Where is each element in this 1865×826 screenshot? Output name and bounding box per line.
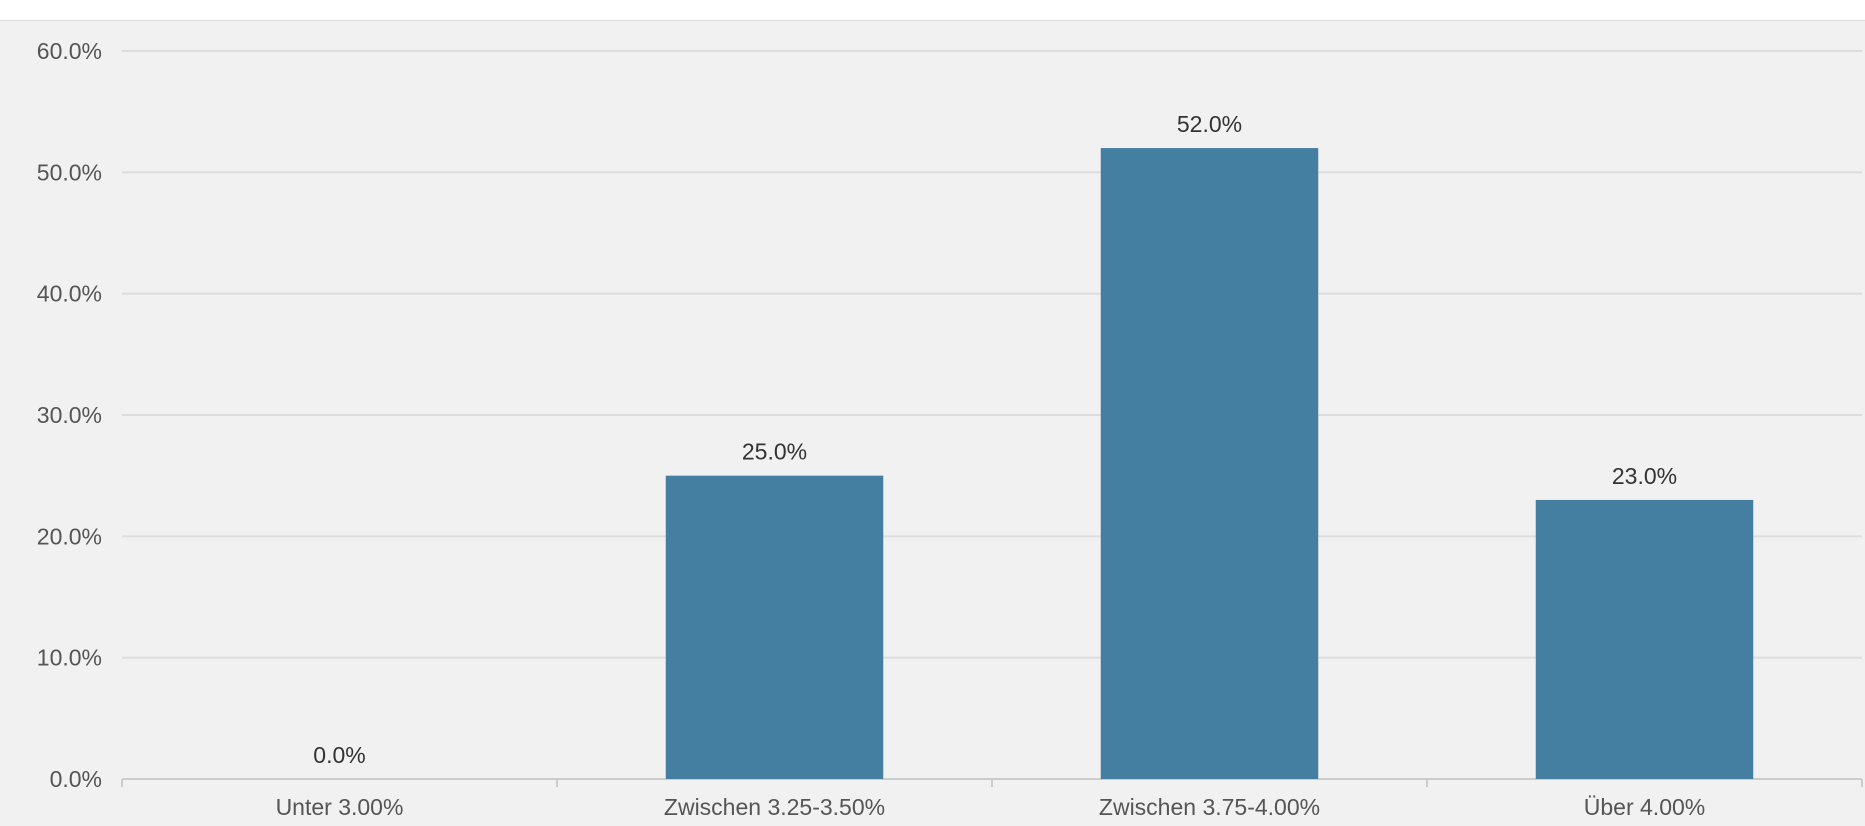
data-label: 0.0% <box>313 742 365 768</box>
y-tick-label: 50.0% <box>37 159 102 185</box>
chart-area: 0.0% 10.0% 20.0% 30.0% 40.0% 50.0% 60.0% 0.0% Un… <box>0 20 1865 826</box>
labels: 0.0% 10.0% 20.0% 30.0% 40.0% 50.0% 60.0% 0.0% Un… <box>37 38 1705 820</box>
data-label: 23.0% <box>1612 463 1677 489</box>
data-label: 25.0% <box>742 439 807 465</box>
y-tick-label: 40.0% <box>37 281 102 307</box>
x-tick-label: Zwischen 3.75-4.00% <box>1099 794 1320 820</box>
bar[interactable] <box>1535 499 1754 779</box>
y-tick-label: 10.0% <box>37 645 102 671</box>
y-tick-label: 0.0% <box>50 766 102 792</box>
x-tick-label: Unter 3.00% <box>276 794 404 820</box>
y-tick-label: 30.0% <box>37 402 102 428</box>
y-tick-label: 60.0% <box>37 38 102 64</box>
bars <box>665 148 1754 780</box>
bar[interactable] <box>1100 148 1319 780</box>
data-label: 52.0% <box>1177 111 1242 137</box>
y-tick-label: 20.0% <box>37 523 102 549</box>
x-tick-label: Zwischen 3.25-3.50% <box>664 794 885 820</box>
axes <box>121 778 1863 787</box>
x-tick-label: Über 4.00% <box>1584 794 1705 820</box>
bar[interactable] <box>665 475 884 779</box>
bar-chart: 0.0% 10.0% 20.0% 30.0% 40.0% 50.0% 60.0% 0.0% Un… <box>37 38 1863 820</box>
